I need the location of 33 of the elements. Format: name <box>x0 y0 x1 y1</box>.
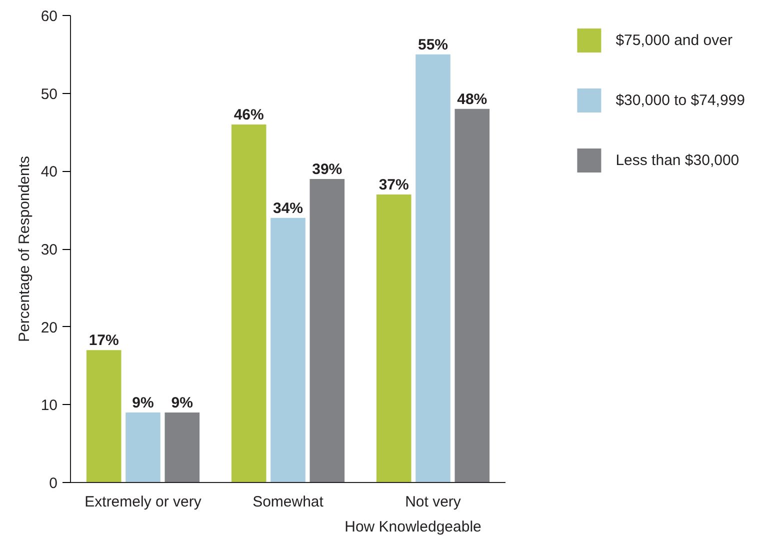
bar <box>454 108 490 482</box>
bar <box>86 350 122 482</box>
x-tick-label: Somewhat <box>252 494 324 510</box>
data-label: 17% <box>88 332 119 350</box>
data-label: 46% <box>234 106 264 124</box>
y-tick-label: 60 <box>40 8 58 25</box>
bar <box>270 218 306 482</box>
data-label: 9% <box>171 394 193 412</box>
data-label: 55% <box>418 36 448 54</box>
bar <box>416 54 450 482</box>
y-axis-title: Percentage of Respondents <box>16 156 33 342</box>
y-tick-label: 50 <box>40 86 58 103</box>
legend-label: Less than $30,000 <box>616 152 740 168</box>
data-label: 34% <box>272 200 304 217</box>
bar <box>164 412 200 482</box>
data-label: 39% <box>312 160 342 178</box>
legend-label: $30,000 to $74,999 <box>616 92 745 108</box>
data-label: 37% <box>378 176 409 194</box>
y-tick-label: 40 <box>40 164 58 181</box>
data-label: 48% <box>457 90 488 108</box>
x-tick-label: Not very <box>405 494 462 510</box>
bar <box>376 194 412 482</box>
data-label: 9% <box>132 394 154 412</box>
y-tick-label: 10 <box>40 397 58 414</box>
bar <box>231 124 266 482</box>
x-tick-label: Extremely or very <box>84 494 202 510</box>
y-tick-label: 20 <box>40 319 58 336</box>
bar <box>126 412 160 482</box>
bar <box>310 178 345 482</box>
legend-label: $75,000 and over <box>616 32 732 48</box>
y-tick-label: 30 <box>40 242 58 258</box>
y-tick-label: 0 <box>49 475 58 492</box>
x-axis-title: How Knowledgeable <box>344 518 482 536</box>
